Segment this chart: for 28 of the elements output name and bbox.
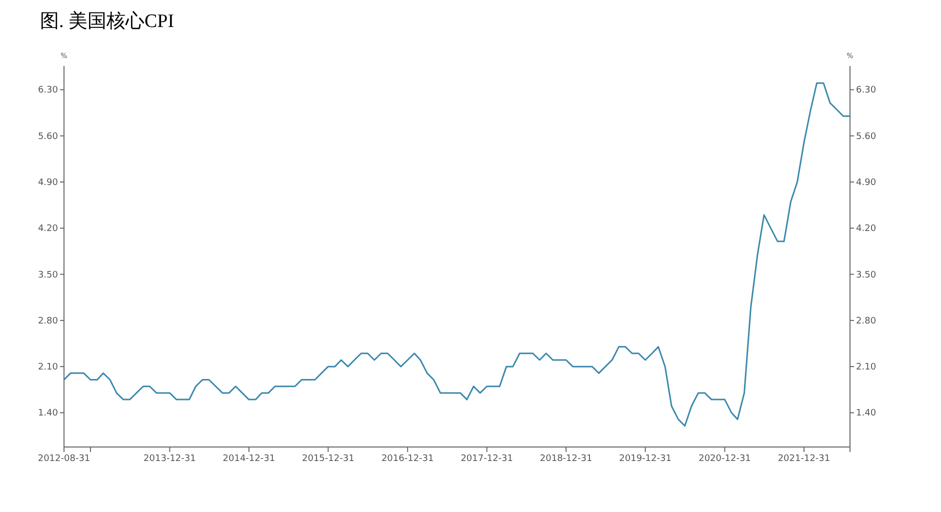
y-tick-label: 2.10 [38, 362, 58, 373]
y2-tick-label: 3.50 [856, 270, 876, 280]
y2-tick-label: 2.80 [856, 316, 876, 326]
x-tick-label: 2012-08-31 [38, 454, 90, 464]
x-tick-label: 2016-12-31 [381, 454, 434, 464]
x-tick-label: 2018-12-31 [540, 454, 592, 464]
x-tick-label: 2021-12-31 [778, 454, 830, 464]
chart-title: 图. 美国核心CPI [40, 10, 174, 32]
y-tick-label: 4.20 [38, 224, 58, 234]
y-tick-label: 5.60 [38, 132, 58, 142]
x-tick-label: 2020-12-31 [698, 454, 751, 464]
y-tick-label: 1.40 [38, 408, 58, 419]
x-tick-label: 2013-12-31 [144, 454, 196, 464]
y2-tick-label: 1.40 [856, 408, 876, 419]
y-tick-label: 6.30 [38, 86, 58, 96]
y2-tick-label: 5.60 [856, 132, 876, 142]
x-tick-label: 2014-12-31 [222, 454, 276, 464]
line-series [63, 82, 851, 427]
y-tick-label: 3.50 [38, 270, 58, 280]
y2-tick-label: 2.10 [856, 362, 876, 373]
y-tick-label: 2.80 [38, 316, 58, 326]
x-tick-label: 2015-12-31 [302, 454, 354, 464]
y2-tick-label: 4.20 [856, 224, 876, 234]
y2-tick-label: 6.30 [856, 86, 876, 96]
y-tick-label: 4.90 [38, 178, 58, 188]
y2-tick-label: 4.90 [856, 178, 876, 188]
x-tick-label: 2019-12-31 [619, 454, 672, 464]
x-tick-label: 2017-12-31 [460, 454, 514, 464]
